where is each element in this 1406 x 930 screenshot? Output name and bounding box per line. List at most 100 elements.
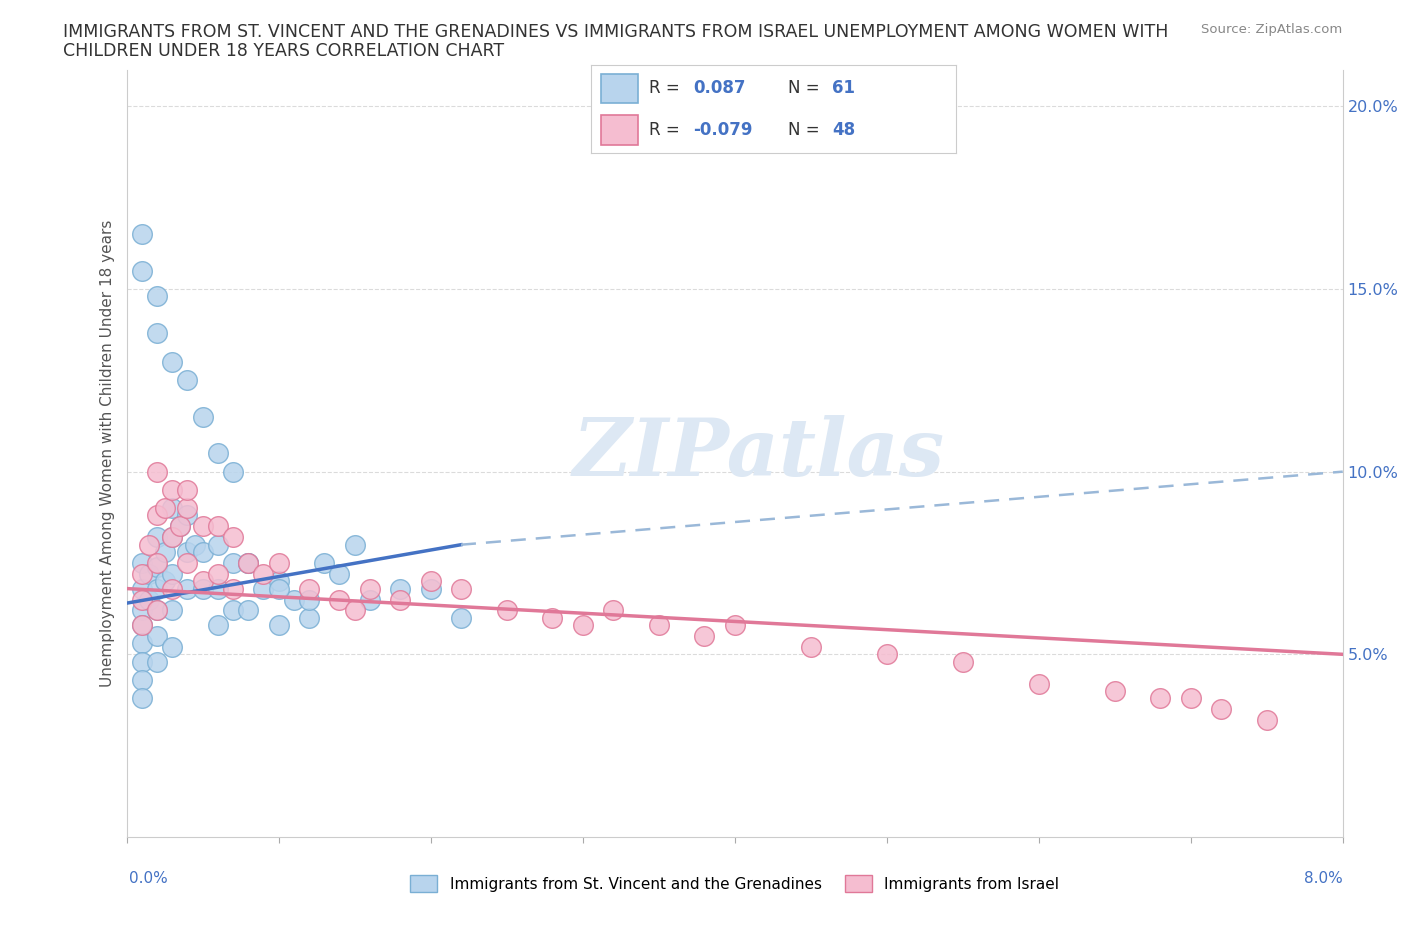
Point (450, 581, 472, 596)
Point (169, 519, 191, 534)
Point (298, 610, 321, 625)
Point (160, 500, 183, 515)
Text: 8.0%: 8.0% (1303, 871, 1343, 886)
Point (176, 555, 198, 570)
Point (222, 555, 245, 570)
Text: IMMIGRANTS FROM ST. VINCENT AND THE GRENADINES VS IMMIGRANTS FROM ISRAEL UNEMPLO: IMMIGRANTS FROM ST. VINCENT AND THE GREN… (63, 23, 1168, 41)
Point (138, 566, 160, 581)
Point (184, 538, 207, 552)
Point (146, 289, 169, 304)
Bar (602, 74, 638, 103)
Point (267, 555, 290, 570)
Point (952, 654, 974, 669)
Point (191, 519, 214, 534)
Point (176, 581, 198, 596)
Point (146, 603, 169, 618)
Text: R =: R = (650, 79, 679, 97)
Point (131, 592, 153, 607)
Point (876, 647, 898, 662)
Point (131, 672, 153, 687)
Point (146, 555, 169, 570)
Point (176, 373, 198, 388)
Point (267, 581, 290, 596)
Point (389, 592, 412, 607)
Point (1028, 676, 1050, 691)
Point (207, 446, 229, 461)
Point (146, 603, 169, 618)
Point (252, 566, 274, 581)
Point (298, 581, 321, 596)
Text: 0.087: 0.087 (693, 79, 745, 97)
Point (160, 640, 183, 655)
Point (419, 581, 441, 596)
Point (153, 574, 176, 589)
Point (236, 555, 259, 570)
Text: 0.0%: 0.0% (129, 871, 169, 886)
Point (236, 603, 259, 618)
Point (298, 592, 321, 607)
Point (267, 618, 290, 632)
Point (693, 629, 716, 644)
Point (343, 538, 366, 552)
Point (222, 603, 245, 618)
Text: N =: N = (787, 79, 820, 97)
Point (252, 581, 274, 596)
Point (723, 618, 745, 632)
Point (236, 555, 259, 570)
Point (222, 464, 245, 479)
Point (176, 545, 198, 560)
Point (131, 618, 153, 632)
Point (153, 500, 176, 515)
Bar (602, 115, 638, 145)
Point (571, 618, 593, 632)
Point (283, 592, 305, 607)
Point (131, 691, 153, 706)
Point (1256, 712, 1278, 727)
Point (131, 654, 153, 669)
Point (146, 530, 169, 545)
Point (207, 581, 229, 596)
Point (131, 618, 153, 632)
Text: Source: ZipAtlas.com: Source: ZipAtlas.com (1202, 23, 1343, 36)
Y-axis label: Unemployment Among Women with Children Under 18 years: Unemployment Among Women with Children U… (100, 219, 115, 687)
Point (160, 483, 183, 498)
Point (131, 636, 153, 651)
Point (131, 603, 153, 618)
Point (146, 629, 169, 644)
Point (359, 592, 381, 607)
Text: N =: N = (787, 121, 820, 139)
Point (176, 483, 198, 498)
Point (495, 603, 517, 618)
Text: CHILDREN UNDER 18 YEARS CORRELATION CHART: CHILDREN UNDER 18 YEARS CORRELATION CHAR… (63, 42, 505, 60)
Point (131, 263, 153, 278)
Point (153, 545, 176, 560)
Point (146, 326, 169, 340)
Point (1104, 684, 1126, 698)
Point (222, 530, 245, 545)
Point (160, 530, 183, 545)
Point (146, 654, 169, 669)
Legend: Immigrants from St. Vincent and the Grenadines, Immigrants from Israel: Immigrants from St. Vincent and the Gren… (404, 869, 1066, 898)
Point (160, 603, 183, 618)
Text: 61: 61 (832, 79, 855, 97)
Point (207, 566, 229, 581)
Point (389, 581, 412, 596)
Point (160, 354, 183, 369)
Point (191, 409, 214, 424)
Point (146, 464, 169, 479)
Text: R =: R = (650, 121, 679, 139)
Point (191, 581, 214, 596)
Point (359, 581, 381, 596)
Point (541, 610, 564, 625)
Point (267, 574, 290, 589)
Point (169, 519, 191, 534)
Point (131, 581, 153, 596)
Point (1180, 691, 1202, 706)
Text: -0.079: -0.079 (693, 121, 752, 139)
Point (131, 566, 153, 581)
Text: 48: 48 (832, 121, 855, 139)
Point (191, 574, 214, 589)
Point (222, 581, 245, 596)
Point (1209, 702, 1232, 717)
Point (647, 618, 669, 632)
